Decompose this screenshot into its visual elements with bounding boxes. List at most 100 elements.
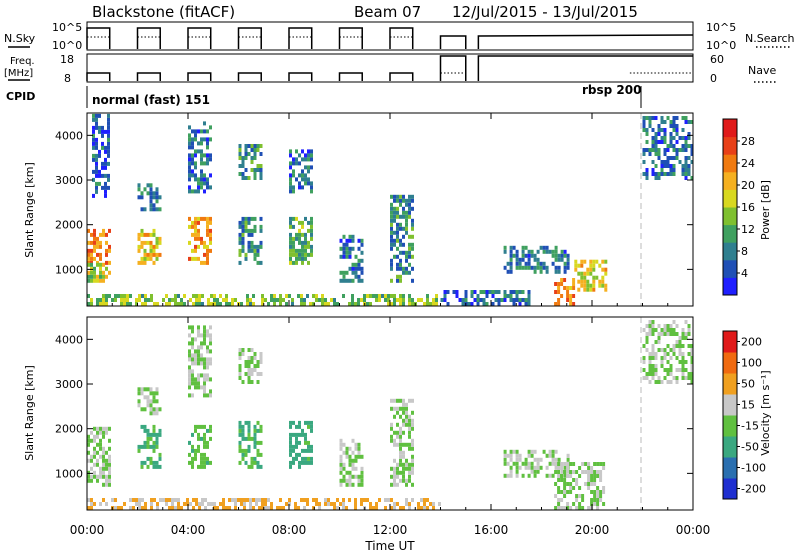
heatmap-cell: [137, 183, 141, 188]
heatmap-cell: [174, 298, 177, 302]
heatmap-cell: [200, 185, 203, 190]
heatmap-cell: [572, 478, 576, 482]
heatmap-cell: [253, 168, 257, 172]
heatmap-cell: [146, 436, 150, 441]
heatmap-cell: [503, 294, 507, 298]
heatmap-cell: [188, 125, 191, 130]
heatmap-cell: [295, 248, 298, 253]
heatmap-cell: [426, 498, 429, 502]
heatmap-cell: [408, 202, 411, 207]
heatmap-cell: [512, 290, 516, 294]
heatmap-cell: [405, 482, 408, 487]
heatmap-cell: [200, 141, 203, 146]
heatmap-cell: [399, 434, 402, 439]
heatmap-cell: [165, 302, 168, 306]
heatmap-cell: [690, 148, 694, 152]
heatmap-cell: [390, 406, 393, 411]
heatmap-cell: [250, 148, 254, 152]
heatmap-cell: [663, 348, 667, 352]
heatmap-cell: [102, 482, 105, 487]
heatmap-cell: [657, 132, 661, 136]
heatmap-cell: [423, 498, 426, 502]
colorbar-tick-label: 28: [741, 135, 755, 148]
heatmap-cell: [301, 260, 304, 265]
heatmap-cell: [253, 440, 257, 445]
heatmap-cell: [408, 398, 411, 403]
heatmap-cell: [515, 469, 519, 474]
heatmap-cell: [188, 349, 191, 354]
heatmap-cell: [566, 294, 570, 298]
heatmap-cell: [545, 265, 549, 270]
heatmap-cell: [129, 498, 132, 502]
heatmap-cell: [143, 407, 147, 412]
heatmap-cell: [203, 440, 206, 445]
heatmap-cell: [158, 240, 162, 245]
heatmap-cell: [503, 265, 507, 270]
heatmap-cell: [203, 325, 206, 330]
heatmap-cell: [292, 252, 295, 257]
heatmap-cell: [669, 136, 673, 140]
heatmap-cell: [348, 250, 352, 255]
heatmap-cell: [405, 418, 408, 423]
heatmap-cell: [188, 381, 191, 386]
heatmap-cell: [141, 506, 144, 510]
heatmap-cell: [566, 462, 570, 466]
heatmap-cell: [188, 452, 191, 457]
heatmap-cell: [399, 430, 402, 435]
heatmap-cell: [99, 470, 102, 475]
heatmap-cell: [669, 380, 673, 384]
heatmap-cell: [168, 302, 171, 306]
heatmap-cell: [563, 261, 567, 266]
heatmap-cell: [180, 506, 183, 510]
heatmap-cell: [95, 189, 98, 194]
heatmap-cell: [250, 460, 254, 465]
heatmap-cell: [572, 278, 576, 282]
heatmap-cell: [191, 460, 194, 465]
heatmap-cell: [645, 332, 649, 336]
heatmap-cell: [557, 290, 561, 294]
heatmap-cell: [93, 248, 96, 253]
heatmap-cell: [690, 356, 694, 360]
heatmap-cell: [402, 214, 405, 219]
heatmap-cell: [270, 294, 273, 298]
heatmap-cell: [678, 360, 682, 364]
heatmap-cell: [372, 506, 375, 510]
heatmap-cell: [672, 136, 676, 140]
heatmap-cell: [402, 462, 405, 467]
heatmap-cell: [512, 302, 516, 306]
heatmap-cell: [153, 498, 156, 502]
heatmap-cell: [515, 449, 519, 454]
heatmap-cell: [645, 324, 649, 328]
heatmap-cell: [408, 250, 411, 255]
heatmap-cell: [292, 456, 295, 461]
heatmap-cell: [138, 502, 141, 506]
heatmap-cell: [225, 294, 228, 298]
heatmap-cell: [240, 502, 243, 506]
heatmap-cell: [557, 486, 561, 490]
heatmap-cell: [174, 498, 177, 502]
heatmap-cell: [301, 248, 304, 253]
heatmap-cell: [206, 260, 209, 265]
heatmap-cell: [593, 494, 597, 498]
heatmap-cell: [107, 153, 110, 158]
heatmap-cell: [521, 249, 525, 254]
heatmap-cell: [102, 450, 105, 455]
heatmap-cell: [200, 464, 203, 469]
heatmap-cell: [554, 457, 558, 462]
heatmap-cell: [294, 502, 297, 506]
heatmap-cell: [596, 470, 600, 474]
heatmap-cell: [396, 198, 399, 203]
heatmap-cell: [360, 482, 364, 487]
heatmap-cell: [405, 266, 408, 271]
station-title: Blackstone (fitACF): [92, 3, 235, 21]
heatmap-cell: [256, 380, 260, 384]
heatmap-cell: [360, 278, 364, 283]
heatmap-cell: [363, 294, 366, 298]
heatmap-cell: [672, 320, 676, 324]
heatmap-cell: [524, 261, 528, 266]
heatmap-cell: [298, 460, 301, 465]
heatmap-cell: [194, 452, 197, 457]
heatmap-cell: [192, 506, 195, 510]
heatmap-cell: [408, 418, 411, 423]
